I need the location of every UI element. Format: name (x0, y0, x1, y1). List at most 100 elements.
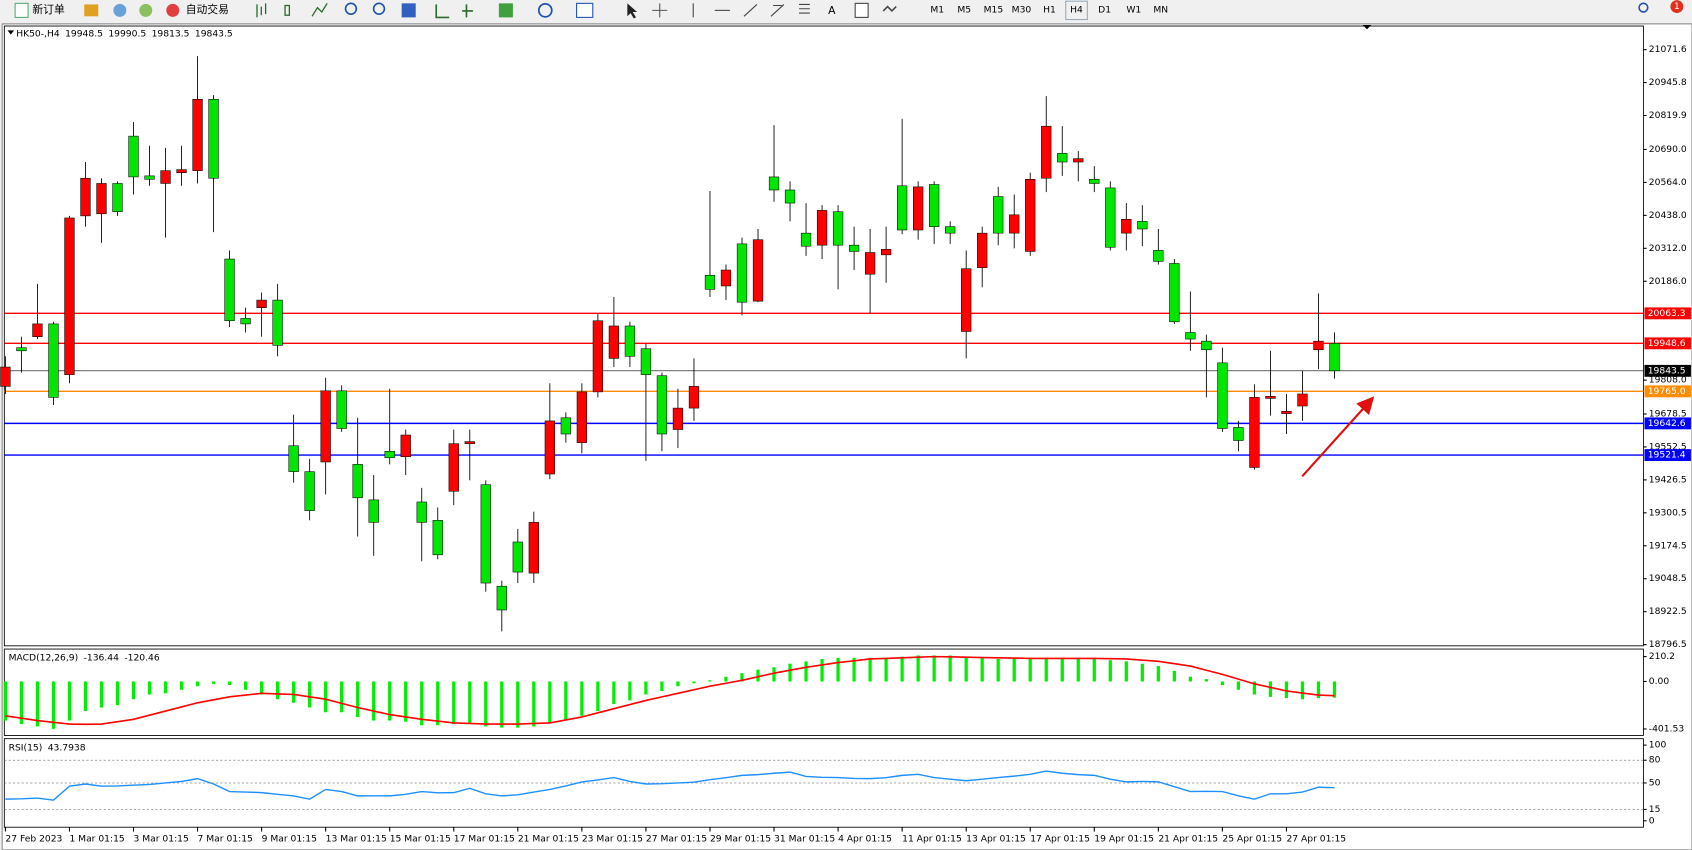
icon[interactable] (139, 3, 153, 17)
candle-body (1057, 153, 1068, 163)
y-tick-label: 19048.5 (1649, 573, 1687, 584)
macd-bar (67, 681, 72, 721)
candle-body (256, 299, 267, 308)
trendline-icon[interactable] (743, 4, 758, 17)
timeframe-button[interactable]: M15 (984, 4, 1004, 15)
macd-bar (1204, 679, 1208, 682)
icon[interactable] (113, 3, 127, 17)
level-label: 20063.3 (1648, 308, 1686, 319)
macd-bar (388, 681, 392, 721)
macd-bar (948, 655, 952, 682)
level-label: 19521.4 (1648, 450, 1686, 461)
macd-bar (884, 657, 888, 682)
candle-body (528, 522, 539, 574)
candle-body (1201, 340, 1212, 351)
macd-bar (660, 681, 664, 691)
auto-trading-button[interactable]: 自动交易 (166, 3, 229, 17)
title-part: RSI(15) (9, 742, 43, 753)
candle-body (1121, 219, 1132, 234)
bar-chart-icon[interactable] (256, 3, 267, 18)
x-tick-label: 7 Mar 01:15 (198, 834, 253, 845)
x-tick-label: 11 Apr 01:15 (902, 834, 962, 845)
timeframe-button[interactable]: W1 (1126, 4, 1141, 15)
timeframe-button[interactable]: D1 (1098, 4, 1111, 15)
candle-body (800, 232, 812, 247)
indicator-icon[interactable] (498, 3, 513, 18)
macd-bar (1124, 661, 1128, 682)
candle-body (688, 386, 700, 409)
crosshair-icon[interactable] (652, 3, 668, 18)
candle-body (336, 390, 347, 429)
timeframe-button[interactable]: H1 (1043, 4, 1056, 15)
candle-body (384, 450, 395, 459)
toolbar-bg (0, 0, 1692, 22)
line-chart-icon[interactable] (311, 3, 328, 17)
level-label: 19642.6 (1648, 418, 1686, 429)
cursor-icon[interactable] (627, 3, 638, 19)
button-label: 新订单 (32, 3, 65, 16)
level-label-bg (1644, 307, 1691, 320)
x-tick-label: 17 Apr 01:15 (1030, 834, 1090, 845)
search-icon[interactable] (1638, 2, 1649, 13)
candle-body (240, 318, 251, 325)
y-tick-label: 100 (1649, 740, 1667, 751)
shift-icon[interactable] (462, 4, 473, 18)
channel-icon[interactable] (770, 4, 785, 17)
new-order-button[interactable]: 新订单 (14, 2, 65, 18)
tile-icon[interactable] (401, 3, 416, 18)
notification-badge[interactable] (1670, 0, 1684, 14)
template-icon[interactable] (576, 2, 594, 18)
zoom-out-icon[interactable] (372, 2, 386, 15)
y-tick-label: 80 (1649, 755, 1661, 766)
timeframe-button[interactable]: M30 (1012, 4, 1032, 15)
x-tick-label: 27 Feb 2023 (5, 834, 62, 845)
macd-bar (708, 680, 712, 682)
x-tick-label: 4 Apr 01:15 (838, 834, 892, 845)
panel-title: RSI(15) 43.7938 (9, 742, 86, 753)
candle-body (112, 183, 123, 212)
panel-title: HK50-,H4 19948.5 19990.5 19813.5 19843.5 (16, 28, 233, 39)
candle-body (1265, 396, 1276, 399)
fibo-icon[interactable] (799, 3, 810, 14)
macd-bar (83, 681, 88, 712)
timeframe-button[interactable]: M5 (957, 4, 971, 15)
icon[interactable] (84, 4, 99, 17)
macd-bar (772, 667, 776, 682)
timeframe-button[interactable]: M1 (930, 4, 944, 15)
macd-bar (1188, 676, 1192, 682)
x-tick-label: 31 Mar 01:15 (774, 834, 835, 845)
macd-bar (548, 681, 552, 723)
candle-body (288, 445, 299, 472)
y-tick-label: 18796.5 (1649, 639, 1687, 650)
candle-body (1169, 263, 1180, 323)
title-part: 19813.5 (152, 28, 190, 39)
macd-bar (1156, 666, 1160, 682)
x-tick-label: 1 Mar 01:15 (69, 834, 124, 845)
label-tool[interactable] (854, 2, 869, 18)
macd-bar (900, 656, 904, 682)
candle-body (864, 252, 876, 275)
candle-icon[interactable] (284, 4, 291, 16)
zoom-in-icon[interactable] (344, 2, 358, 15)
panel-frame (3, 25, 1644, 647)
scroll-icon[interactable] (435, 4, 450, 19)
timeframe-button[interactable]: MN (1153, 4, 1168, 15)
candle-body (560, 417, 571, 435)
macd-bar (259, 681, 264, 695)
candle-body (720, 269, 732, 287)
x-tick-label: 25 Apr 01:15 (1222, 834, 1282, 845)
arrows-tool[interactable] (882, 5, 897, 13)
candle-body (176, 169, 187, 174)
candle-body (977, 232, 988, 268)
candle-body (352, 464, 363, 499)
macd-bar (852, 657, 856, 682)
macd-bar (964, 657, 968, 682)
candle-body (448, 443, 459, 492)
timeframe-button[interactable]: H4 (1070, 4, 1083, 15)
period-icon[interactable] (537, 3, 553, 18)
text-tool[interactable]: A (828, 4, 836, 17)
candle-body (1313, 340, 1324, 351)
panel-frame (3, 738, 1644, 828)
macd-bar (227, 681, 232, 686)
